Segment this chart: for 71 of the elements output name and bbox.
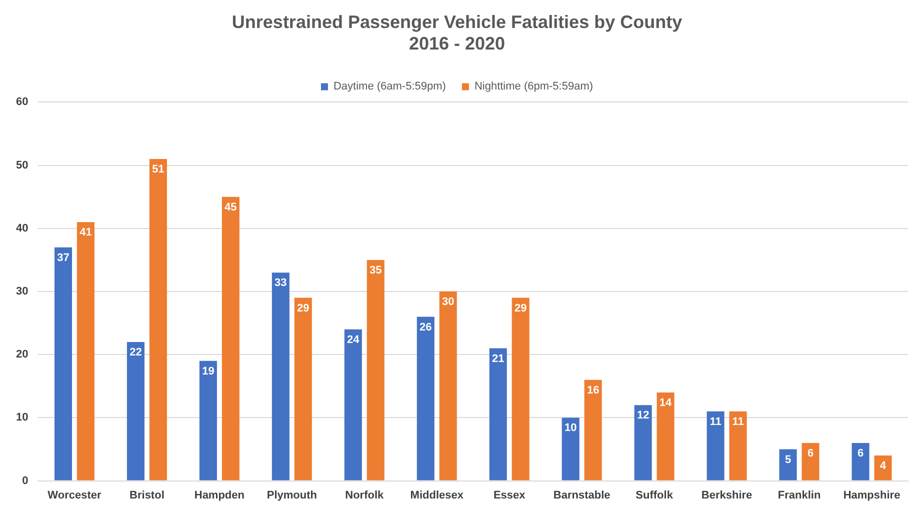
bar [149,158,167,480]
data-label: 11 [732,416,744,428]
bar [344,329,362,480]
x-tick-label: Hampden [194,489,245,502]
bar [584,380,602,480]
bar [656,392,674,480]
data-label: 37 [57,252,70,264]
data-label: 29 [297,302,310,314]
data-label: 11 [710,416,722,428]
x-tick-label: Plymouth [266,489,318,502]
bar [272,272,290,480]
y-tick-label: 10 [16,412,28,424]
y-tick-label: 20 [16,348,28,361]
y-tick-label: 60 [16,96,28,108]
data-label: 10 [564,422,577,434]
bar [489,348,507,480]
data-label: 19 [202,365,214,378]
bar [634,405,652,480]
data-label: 33 [274,277,287,290]
x-tick-label: Berkshire [701,489,752,502]
y-tick-label: 0 [22,474,28,487]
legend-label: Nighttime (6pm-5:59am) [474,80,594,93]
data-label: 16 [586,384,600,396]
chart-subtitle: 2016 - 2020 [408,33,506,54]
x-tick-label: Middlesex [410,489,464,502]
data-label: 6 [857,447,864,460]
y-tick-label: 40 [16,222,28,234]
data-label: 5 [784,454,792,466]
bar [439,292,457,480]
bar [874,456,892,480]
data-label: 51 [152,164,164,176]
bar [779,449,797,480]
x-tick-label: Hampshire [843,489,900,502]
bar [366,260,384,480]
bar [76,222,94,480]
x-tick-label: Worcester [48,489,102,502]
bar [512,298,530,480]
x-tick-label: Bristol [130,489,164,502]
x-tick-label: Essex [493,489,526,502]
data-label: 4 [880,460,887,472]
bar [222,196,240,480]
bar [199,360,217,480]
data-label: 26 [420,321,432,334]
x-tick-label: Norfolk [345,489,385,502]
bar [416,316,434,480]
x-tick-label: Franklin [778,489,821,502]
bar [54,247,72,480]
data-label: 35 [370,264,382,276]
y-tick-label: 30 [16,286,28,298]
bar [562,418,580,480]
data-label: 14 [659,396,673,409]
data-label: 45 [224,201,237,214]
bar [802,442,820,480]
data-label: 21 [492,352,504,365]
data-label: 29 [514,302,527,314]
bar [706,411,724,480]
x-tick-label: Barnstable [553,489,610,502]
data-label: 30 [442,296,454,308]
y-tick-label: 50 [16,159,28,172]
data-label: 12 [636,410,650,422]
x-tick-label: Suffolk [636,489,674,502]
bar [852,442,870,480]
data-label: 24 [347,334,360,346]
chart-title: Unrestrained Passenger Vehicle Fatalities by County [232,12,682,32]
bar [729,411,747,480]
data-label: 41 [80,226,92,239]
legend-label: Daytime (6am-5:59pm) [333,80,446,93]
bar [126,342,144,480]
data-label: 6 [807,447,814,460]
bar [294,298,312,480]
data-label: 22 [130,346,142,359]
